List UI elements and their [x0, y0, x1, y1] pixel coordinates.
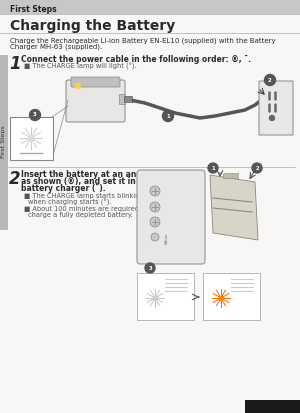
Text: 2: 2	[9, 170, 21, 188]
Text: Nikon: Nikon	[165, 232, 169, 244]
Text: ■ The CHARGE lamp will light (°).: ■ The CHARGE lamp will light (°).	[24, 63, 137, 70]
Text: 2: 2	[268, 78, 272, 83]
Circle shape	[265, 74, 275, 85]
Polygon shape	[210, 175, 258, 240]
FancyBboxPatch shape	[137, 170, 205, 264]
Circle shape	[76, 83, 80, 88]
Text: 3: 3	[148, 266, 152, 271]
Text: Charging the Battery: Charging the Battery	[10, 19, 175, 33]
FancyBboxPatch shape	[10, 116, 52, 159]
Circle shape	[29, 109, 40, 121]
Text: battery charger (¯).: battery charger (¯).	[21, 184, 106, 193]
FancyBboxPatch shape	[71, 77, 120, 87]
Text: charge a fully depleted battery.: charge a fully depleted battery.	[28, 212, 133, 218]
Bar	[0, 0, 300, 14]
FancyBboxPatch shape	[137, 273, 194, 320]
Bar	[124, 96, 132, 102]
Text: ■ The CHARGE lamp starts blinking: ■ The CHARGE lamp starts blinking	[24, 193, 144, 199]
Text: Insert the battery at an angle: Insert the battery at an angle	[21, 170, 150, 179]
Text: 1: 1	[166, 114, 170, 119]
Bar	[119, 94, 125, 104]
Circle shape	[150, 186, 160, 196]
Text: 1: 1	[211, 166, 215, 171]
Circle shape	[150, 217, 160, 227]
Circle shape	[163, 111, 173, 121]
Circle shape	[208, 163, 218, 173]
Text: Charger MH-63 (supplied).: Charger MH-63 (supplied).	[10, 44, 102, 50]
Bar	[8, 72, 295, 164]
Text: when charging starts (°).: when charging starts (°).	[28, 199, 112, 206]
Text: ■ About 100 minutes are required to: ■ About 100 minutes are required to	[24, 206, 148, 212]
Circle shape	[145, 263, 155, 273]
Circle shape	[252, 163, 262, 173]
Circle shape	[269, 116, 275, 121]
Text: Charge the Rechargeable Li-ion Battery EN-EL10 (supplied) with the Battery: Charge the Rechargeable Li-ion Battery E…	[10, 38, 276, 45]
Text: Connect the power cable in the following order: ®, ¯.: Connect the power cable in the following…	[21, 55, 251, 64]
Circle shape	[151, 233, 159, 241]
Text: First Steps: First Steps	[10, 5, 57, 14]
Bar	[245, 400, 300, 413]
FancyBboxPatch shape	[259, 81, 293, 135]
FancyBboxPatch shape	[66, 80, 125, 122]
Circle shape	[150, 202, 160, 212]
Bar	[223, 173, 238, 178]
Text: as shown (®), and set it in the: as shown (®), and set it in the	[21, 177, 153, 186]
Text: 2: 2	[255, 166, 259, 171]
FancyBboxPatch shape	[203, 273, 260, 320]
Text: 1: 1	[9, 55, 21, 73]
Text: First Steps: First Steps	[2, 126, 7, 158]
Text: 3: 3	[33, 112, 37, 118]
Bar	[0, 55, 8, 230]
